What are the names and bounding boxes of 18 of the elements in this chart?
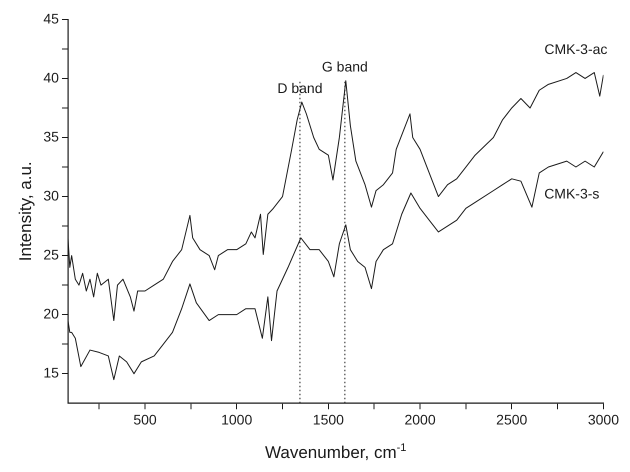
- annotation: G band: [322, 58, 368, 75]
- x-tick-label: 1500: [312, 411, 344, 428]
- y-tick-label: 45: [43, 10, 60, 26]
- y-axis-title: Intensity, a.u.: [16, 161, 35, 262]
- x-tick-label: 500: [133, 411, 157, 428]
- y-tick-label: 15: [43, 364, 60, 381]
- y-tick-label: 30: [43, 187, 60, 204]
- series-label: CMK-3-s: [544, 186, 600, 202]
- y-tick-label: 20: [43, 305, 60, 322]
- y-tick-label: 25: [43, 246, 60, 262]
- x-tick-label: 1000: [221, 411, 252, 428]
- x-tick-label: 2000: [404, 411, 436, 428]
- annotation: D band: [277, 80, 323, 96]
- x-tick-label: 2500: [496, 411, 528, 428]
- y-tick-label: 40: [43, 69, 60, 86]
- y-tick-label: 35: [43, 128, 60, 144]
- series-label: CMK-3-ac: [544, 40, 608, 57]
- x-tick-label: 3000: [588, 411, 620, 428]
